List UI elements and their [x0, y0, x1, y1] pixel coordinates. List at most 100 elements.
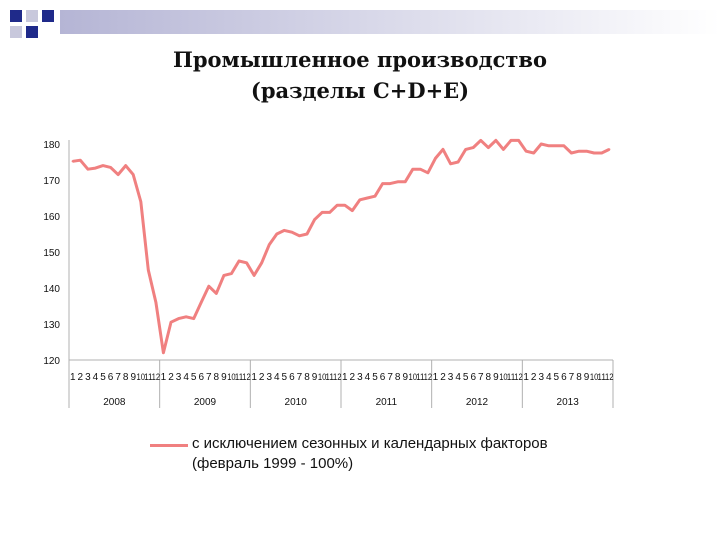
data-point — [94, 166, 97, 170]
data-point — [509, 139, 513, 142]
slide-title: Промышленное производство (разделы C+D+E… — [0, 44, 720, 106]
data-point — [351, 209, 354, 212]
data-point — [305, 232, 309, 236]
month-tick-label: 7 — [569, 372, 575, 383]
month-tick-label: 11 — [597, 372, 606, 382]
data-point — [336, 204, 339, 207]
month-tick-label: 3 — [176, 372, 182, 383]
month-tick-label: 12 — [424, 372, 433, 382]
corner-square — [26, 10, 38, 22]
data-point — [222, 274, 226, 277]
data-point — [517, 139, 520, 142]
slide-title-line1: Промышленное производство — [172, 47, 547, 72]
month-tick-label: 3 — [266, 372, 272, 383]
data-point — [358, 198, 362, 201]
legend-line1: с исключением сезонных и календарных фак… — [192, 435, 548, 452]
data-point — [252, 274, 256, 277]
month-tick-label: 10 — [499, 372, 508, 382]
data-point — [381, 182, 384, 185]
year-label: 2012 — [466, 397, 489, 408]
month-tick-label: 11 — [416, 372, 425, 382]
data-point — [237, 259, 241, 263]
data-point — [426, 171, 430, 174]
month-tick-label: 11 — [325, 372, 334, 382]
data-point — [139, 200, 142, 203]
data-point — [184, 315, 188, 318]
month-tick-label: 1 — [523, 372, 529, 383]
data-point — [419, 168, 422, 171]
month-tick-label: 2 — [350, 372, 356, 383]
data-point — [547, 144, 550, 147]
month-tick-label: 5 — [463, 372, 469, 383]
month-tick-label: 4 — [546, 372, 552, 383]
y-tick-label: 180 — [43, 140, 60, 151]
data-point — [366, 196, 369, 200]
legend-line2: (февраль 1999 - 100%) — [192, 455, 354, 472]
month-tick-label: 10 — [137, 372, 146, 382]
data-point — [396, 180, 399, 183]
data-point — [268, 243, 271, 246]
month-tick-label: 7 — [387, 372, 393, 383]
data-point — [592, 151, 596, 155]
data-point — [86, 168, 90, 171]
month-tick-label: 7 — [478, 372, 484, 383]
month-tick-label: 9 — [221, 372, 227, 383]
y-tick-label: 140 — [43, 284, 60, 295]
data-point — [147, 268, 150, 272]
series-line — [72, 138, 610, 355]
month-tick-label: 9 — [493, 372, 499, 383]
data-point — [109, 166, 112, 169]
data-point — [207, 285, 210, 288]
data-point — [388, 182, 392, 185]
data-point — [116, 173, 120, 176]
month-tick-label: 4 — [455, 372, 461, 383]
month-tick-label: 4 — [93, 372, 99, 383]
month-tick-label: 8 — [304, 372, 310, 383]
month-tick-label: 12 — [242, 372, 251, 382]
month-tick-label: 9 — [130, 372, 136, 383]
year-label: 2013 — [557, 397, 580, 408]
data-point — [79, 159, 82, 162]
month-tick-label: 6 — [108, 372, 114, 383]
data-point — [540, 142, 543, 146]
year-label: 2010 — [285, 397, 308, 408]
month-tick-label: 3 — [538, 372, 544, 383]
month-tick-label: 6 — [380, 372, 386, 383]
month-tick-label: 5 — [191, 372, 197, 383]
data-point — [404, 180, 407, 183]
data-point — [320, 211, 324, 214]
data-point — [162, 351, 165, 354]
month-tick-label: 11 — [144, 372, 153, 382]
month-tick-label: 2 — [259, 372, 265, 383]
year-label: 2011 — [376, 397, 398, 408]
month-tick-label: 1 — [342, 372, 348, 383]
data-point — [283, 229, 286, 232]
data-point — [570, 151, 573, 155]
month-tick-label: 1 — [161, 372, 167, 383]
y-tick-label: 120 — [43, 356, 60, 367]
corner-square — [26, 26, 38, 38]
corner-square — [10, 10, 22, 22]
data-point — [177, 317, 180, 320]
month-tick-label: 2 — [531, 372, 537, 383]
data-point — [577, 150, 581, 153]
month-tick-label: 9 — [402, 372, 408, 383]
data-point — [154, 301, 158, 304]
month-tick-label: 3 — [85, 372, 91, 383]
month-tick-label: 2 — [440, 372, 446, 383]
month-tick-label: 9 — [312, 372, 318, 383]
month-tick-label: 12 — [152, 372, 161, 382]
y-tick-label: 160 — [43, 212, 60, 223]
data-point — [494, 139, 498, 142]
data-point — [200, 301, 203, 304]
corner-square — [10, 26, 22, 38]
month-tick-label: 8 — [486, 372, 492, 383]
month-tick-label: 5 — [100, 372, 106, 383]
month-tick-label: 6 — [561, 372, 567, 383]
data-point — [562, 144, 566, 147]
data-point — [275, 232, 278, 236]
data-point — [192, 317, 195, 320]
month-tick-label: 10 — [590, 372, 599, 382]
data-point — [245, 261, 248, 264]
year-label: 2009 — [194, 397, 217, 408]
